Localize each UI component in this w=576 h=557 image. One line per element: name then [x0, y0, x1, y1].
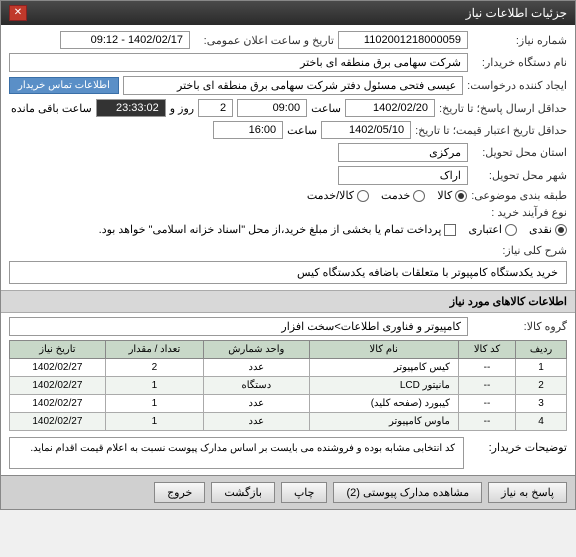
cell-name: ماوس کامپیوتر: [309, 413, 458, 431]
process-label: نوع فرآیند خرید :: [472, 206, 567, 219]
th-name: نام کالا: [309, 341, 458, 359]
radio-icon: [555, 224, 567, 236]
need-number-field: 1102001218000059: [338, 31, 468, 49]
creator-field: عیسی فتحی مسئول دفتر شرکت سهامی برق منطق…: [123, 76, 463, 95]
announce-field: 1402/02/17 - 09:12: [60, 31, 190, 49]
process-radio-group: نقدی اعتباری پرداخت تمام یا بخشی از مبلغ…: [99, 223, 567, 236]
detail-window: جزئیات اطلاعات نیاز ✕ شماره نیاز: 110200…: [0, 0, 576, 510]
remaining-label: ساعت باقی مانده: [11, 102, 92, 115]
th-unit: واحد شمارش: [204, 341, 309, 359]
creator-label: ایجاد کننده درخواست:: [467, 79, 567, 92]
radio-icon: [357, 190, 369, 202]
window-title: جزئیات اطلاعات نیاز: [466, 6, 567, 20]
th-qty: تعداد / مقدار: [105, 341, 203, 359]
cell-date: 1402/02/27: [10, 413, 106, 431]
province-field: مرکزی: [338, 143, 468, 162]
radio-service[interactable]: خدمت: [381, 189, 425, 202]
th-row: ردیف: [516, 341, 567, 359]
announce-label: تاریخ و ساعت اعلان عمومی:: [194, 34, 334, 47]
deadline-date-field: 1402/02/20: [345, 99, 435, 117]
need-desc-label: شرح کلی نیاز:: [472, 244, 567, 257]
respond-button[interactable]: پاسخ به نیاز: [488, 482, 567, 503]
validity-label: حداقل تاریخ اعتبار قیمت؛ تا تاریخ:: [415, 124, 567, 137]
cell-code: --: [458, 413, 515, 431]
cell-row: 4: [516, 413, 567, 431]
cell-code: --: [458, 395, 515, 413]
cell-date: 1402/02/27: [10, 377, 106, 395]
need-number-label: شماره نیاز:: [472, 34, 567, 47]
time-label-1: ساعت: [311, 102, 341, 115]
city-label: شهر محل تحویل:: [472, 169, 567, 182]
cell-row: 3: [516, 395, 567, 413]
attachments-button[interactable]: مشاهده مدارک پیوستی (2): [333, 482, 482, 503]
footer-bar: پاسخ به نیاز مشاهده مدارک پیوستی (2) چاپ…: [1, 475, 575, 509]
checkbox-icon: [444, 224, 456, 236]
category-radio-group: کالا خدمت کالا/خدمت: [307, 189, 467, 202]
radio-icon: [413, 190, 425, 202]
countdown-field: 23:33:02: [96, 99, 166, 117]
th-code: کد کالا: [458, 341, 515, 359]
cell-qty: 1: [105, 413, 203, 431]
validity-date-field: 1402/05/10: [321, 121, 411, 139]
cell-row: 2: [516, 377, 567, 395]
cell-code: --: [458, 377, 515, 395]
cell-unit: عدد: [204, 413, 309, 431]
close-icon[interactable]: ✕: [9, 5, 27, 21]
title-bar: جزئیات اطلاعات نیاز ✕: [1, 1, 575, 25]
radio-credit[interactable]: اعتباری: [468, 223, 517, 236]
time-label-2: ساعت: [287, 124, 317, 137]
cell-unit: دستگاه: [204, 377, 309, 395]
cell-unit: عدد: [204, 395, 309, 413]
cell-date: 1402/02/27: [10, 395, 106, 413]
table-header-row: ردیف کد کالا نام کالا واحد شمارش تعداد /…: [10, 341, 567, 359]
buyer-notes-label: توضیحات خریدار:: [472, 437, 567, 454]
radio-cash[interactable]: نقدی: [529, 223, 567, 236]
buyer-name-field: شرکت سهامی برق منطقه ای باختر: [9, 53, 468, 72]
day-count-field: 2: [198, 99, 233, 117]
credit-note-check[interactable]: پرداخت تمام یا بخشی از مبلغ خرید،از محل …: [99, 223, 457, 236]
cell-qty: 2: [105, 359, 203, 377]
items-table: ردیف کد کالا نام کالا واحد شمارش تعداد /…: [9, 340, 567, 431]
need-desc-box: خرید یکدستگاه کامپیوتر با متعلقات باضافه…: [9, 261, 567, 284]
cell-name: کیبورد (صفحه کلید): [309, 395, 458, 413]
th-date: تاریخ نیاز: [10, 341, 106, 359]
group-label: گروه کالا:: [472, 320, 567, 333]
radio-both[interactable]: کالا/خدمت: [307, 189, 369, 202]
items-section-header: اطلاعات کالاهای مورد نیاز: [1, 290, 575, 313]
province-label: استان محل تحویل:: [472, 146, 567, 159]
table-row: 4--ماوس کامپیوترعدد11402/02/27: [10, 413, 567, 431]
validity-time-field: 16:00: [213, 121, 283, 139]
radio-icon: [455, 190, 467, 202]
exit-button[interactable]: خروج: [154, 482, 205, 503]
buyer-notes-box: کد انتخابی مشابه بوده و فروشنده می بایست…: [9, 437, 464, 469]
cell-unit: عدد: [204, 359, 309, 377]
contact-buyer-button[interactable]: اطلاعات تماس خریدار: [9, 77, 119, 94]
group-field: کامپیوتر و فناوری اطلاعات>سخت افزار: [9, 317, 468, 336]
buyer-name-label: نام دستگاه خریدار:: [472, 56, 567, 69]
radio-goods[interactable]: کالا: [437, 189, 467, 202]
cell-date: 1402/02/27: [10, 359, 106, 377]
cell-qty: 1: [105, 395, 203, 413]
form-content: شماره نیاز: 1102001218000059 تاریخ و ساع…: [1, 25, 575, 475]
deadline-time-field: 09:00: [237, 99, 307, 117]
table-row: 3--کیبورد (صفحه کلید)عدد11402/02/27: [10, 395, 567, 413]
cell-name: مانیتور LCD: [309, 377, 458, 395]
cell-row: 1: [516, 359, 567, 377]
category-label: طبقه بندی موضوعی:: [471, 189, 567, 202]
day-label: روز و: [170, 102, 194, 115]
deadline-label: حداقل ارسال پاسخ؛ تا تاریخ:: [439, 102, 567, 115]
table-row: 1--کیس کامپیوترعدد21402/02/27: [10, 359, 567, 377]
city-field: اراک: [338, 166, 468, 185]
cell-name: کیس کامپیوتر: [309, 359, 458, 377]
print-button[interactable]: چاپ: [281, 482, 328, 503]
table-row: 2--مانیتور LCDدستگاه11402/02/27: [10, 377, 567, 395]
back-button[interactable]: بازگشت: [211, 482, 275, 503]
cell-code: --: [458, 359, 515, 377]
radio-icon: [505, 224, 517, 236]
cell-qty: 1: [105, 377, 203, 395]
